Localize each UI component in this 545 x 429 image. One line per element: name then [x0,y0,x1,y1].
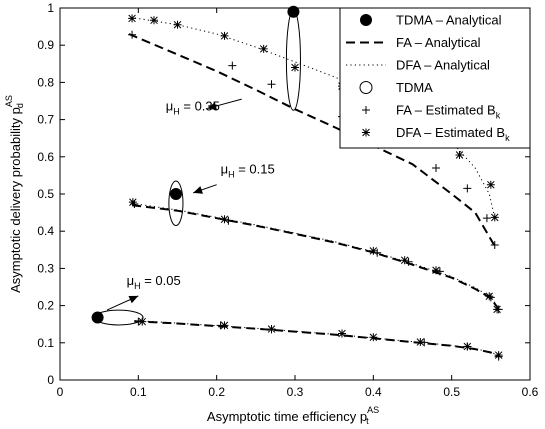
dfa-estimated-point [432,266,440,275]
dfa-estimated-point [490,213,499,222]
dfa-estimated-point [369,333,378,342]
legend: TDMA – Analytical FA – Analytical DFA – An… [339,7,531,149]
legend-filled-circle-marker [360,14,372,26]
dfa-estimated-point [485,292,494,301]
y-axis-label: Asymptotic delivery probability pASd [4,95,25,293]
x-tick-label: 0.4 [365,385,382,399]
legend-asterisk-marker [362,128,370,137]
fa-estimated-point [490,240,499,249]
dfa-estimated-point [138,317,147,326]
fa-estimated-point [128,30,137,39]
tdma-analytical-point [169,188,182,200]
y-tick-label: 0.9 [37,38,54,52]
legend-entry-fa_analytical: FA – Analytical [346,35,481,50]
x-tick-label: 0.5 [443,385,460,399]
dfa-estimated-point [173,20,182,29]
legend-entry-dfa_estimated: DFA – Estimated Bk [362,125,510,143]
x-tick-label: 0.3 [287,385,304,399]
legend-label: TDMA – Analytical [396,13,502,28]
x-tick-label: 0.6 [522,385,539,399]
x-tick-label: 0.1 [130,385,147,399]
annotation-arrow-head [128,295,139,304]
dfa-estimated-point [416,338,425,347]
series-group-2: μH = 0.05 [91,273,503,361]
legend-label: FA – Estimated Bk [396,103,501,121]
dfa-estimated-point [267,325,276,334]
legend-box [339,7,531,149]
dfa-estimated-point [338,329,346,338]
y-tick-label: 1 [47,1,54,15]
y-tick-label: 0.2 [37,299,54,313]
dfa-estimated-point [494,351,503,360]
dfa-estimated-point [150,16,158,25]
tdma-analytical-point [91,311,104,324]
dfa-estimated-point [259,44,268,53]
y-tick-label: 0.4 [37,224,54,238]
annotation-arrow-head [193,186,203,194]
legend-entry-tdma: TDMA [359,80,433,95]
x-tick-label: 0 [57,385,64,399]
mu-annotation-label: μH = 0.15 [221,162,275,180]
tdma-ellipse [168,180,184,227]
dfa-estimated-point [128,14,137,23]
dfa-estimated-point [463,342,472,351]
legend-label: DFA – Analytical [396,58,490,73]
y-tick-label: 0.3 [37,261,54,275]
y-tick-label: 0.1 [37,336,54,350]
fa-estimated-point [228,61,237,70]
legend-entry-dfa_analytical: DFA – Analytical [346,58,490,73]
dfa-estimated-point [128,198,137,207]
dfa-estimated-point [493,305,502,314]
fa-estimated-point [267,80,276,89]
dfa-estimated-point [220,321,229,330]
dfa-estimated-point [291,63,299,72]
series-group-1: μH = 0.15 [128,162,503,314]
axes-layer: 0 0.1 0.2 0.3 0.4 0.5 0.6 0 0.1 0.2 0.3 0.4 0.5 0.6 0.… [4,1,539,426]
dfa-estimated-point [220,31,229,40]
dfa-estimated-point [455,150,464,159]
dfa-estimated-point [400,256,409,265]
annotation-arrow-head [207,102,217,110]
fa-estimated-point [482,214,491,223]
dfa-estimated-point [486,180,495,189]
dfa-estimated-point [220,215,229,224]
plot-layer: μH = 0.35 μH = 0.15 μH = 0.05 [91,5,503,361]
legend-plus-marker [362,106,370,114]
legend-label: TDMA [396,80,433,95]
legend-label: DFA – Estimated Bk [396,125,510,143]
legend-label: FA – Analytical [396,35,481,50]
fa-analytical-line [128,33,496,247]
tdma-analytical-point [287,5,300,18]
fa-analytical-line [131,204,500,310]
mu-annotation-label: μH = 0.35 [166,98,220,116]
y-tick-label: 0 [47,373,54,387]
legend-entry-fa_estimated: FA – Estimated Bk [362,103,501,121]
fa-analytical-line [134,320,500,358]
dfa-analytical-line [132,202,500,309]
x-axis-label: Asymptotic time efficiency pAS t [207,405,379,426]
y-tick-label: 0.7 [37,113,54,127]
fa-estimated-point [432,163,440,172]
y-tick-label: 0.8 [37,75,54,89]
legend-entry-tdma_analytical: TDMA – Analytical [360,13,502,28]
fa-estimated-point [463,184,472,193]
x-tick-label: 0.2 [208,385,225,399]
y-tick-label: 0.5 [37,187,54,201]
legend-open-circle-marker [359,81,373,94]
y-tick-label: 0.6 [37,150,54,164]
mu-annotation-label: μH = 0.05 [127,273,181,291]
dfa-estimated-point [369,246,378,255]
